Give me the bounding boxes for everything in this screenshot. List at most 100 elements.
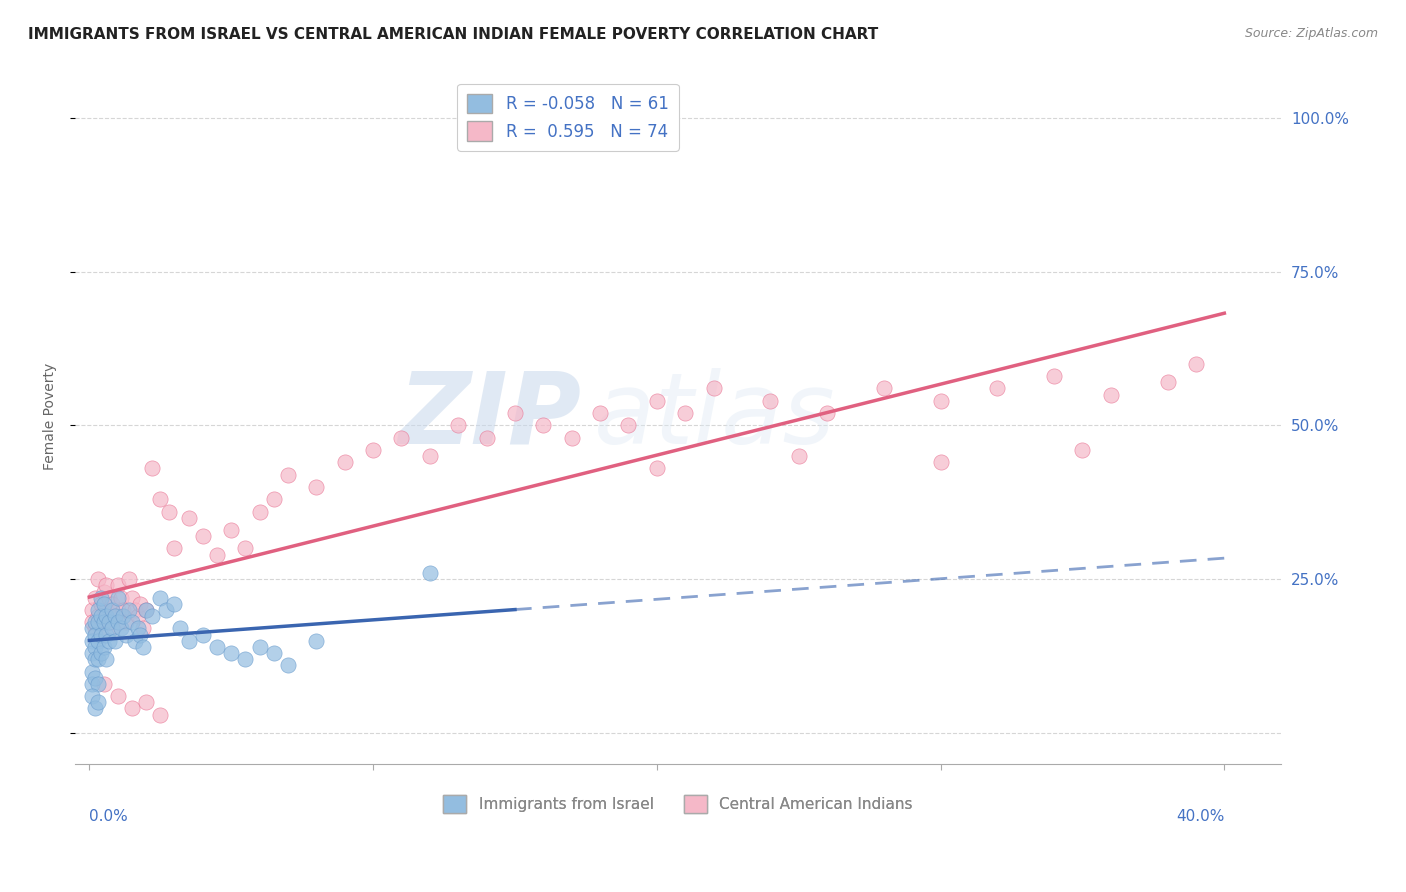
Point bbox=[84, 627, 107, 641]
Point bbox=[333, 455, 356, 469]
Point bbox=[96, 578, 118, 592]
Text: 40.0%: 40.0% bbox=[1175, 809, 1225, 824]
Point bbox=[1099, 387, 1122, 401]
Point bbox=[84, 652, 107, 666]
Point bbox=[87, 609, 110, 624]
Point bbox=[98, 615, 121, 630]
Point bbox=[135, 603, 157, 617]
Point bbox=[191, 627, 214, 641]
Point bbox=[815, 406, 838, 420]
Point bbox=[163, 597, 186, 611]
Point bbox=[127, 609, 149, 624]
Point bbox=[149, 492, 172, 507]
Point bbox=[101, 622, 124, 636]
Point bbox=[87, 677, 110, 691]
Point bbox=[115, 627, 138, 641]
Point bbox=[112, 603, 135, 617]
Point bbox=[82, 633, 104, 648]
Point bbox=[361, 443, 384, 458]
Point bbox=[561, 431, 583, 445]
Point bbox=[90, 597, 112, 611]
Point bbox=[84, 622, 107, 636]
Point bbox=[263, 646, 285, 660]
Point bbox=[96, 652, 118, 666]
Point bbox=[132, 640, 155, 654]
Point bbox=[305, 633, 328, 648]
Point bbox=[84, 701, 107, 715]
Point bbox=[205, 548, 228, 562]
Point bbox=[104, 609, 127, 624]
Point bbox=[759, 393, 782, 408]
Point bbox=[249, 640, 271, 654]
Point bbox=[617, 418, 640, 433]
Point bbox=[82, 689, 104, 703]
Point bbox=[141, 609, 163, 624]
Point bbox=[1156, 376, 1178, 390]
Point bbox=[90, 627, 112, 641]
Point bbox=[157, 504, 180, 518]
Point bbox=[787, 449, 810, 463]
Point bbox=[277, 658, 299, 673]
Point bbox=[82, 603, 104, 617]
Point bbox=[475, 431, 498, 445]
Point bbox=[101, 597, 124, 611]
Point bbox=[107, 591, 129, 605]
Point bbox=[645, 461, 668, 475]
Point bbox=[531, 418, 554, 433]
Point bbox=[124, 603, 146, 617]
Point bbox=[121, 615, 143, 630]
Point bbox=[235, 652, 257, 666]
Point bbox=[107, 603, 129, 617]
Point bbox=[84, 615, 107, 630]
Point bbox=[90, 591, 112, 605]
Point bbox=[155, 603, 177, 617]
Text: 0.0%: 0.0% bbox=[90, 809, 128, 824]
Point bbox=[93, 615, 115, 630]
Point bbox=[419, 566, 441, 580]
Point bbox=[110, 591, 132, 605]
Text: atlas: atlas bbox=[593, 368, 835, 465]
Point bbox=[90, 609, 112, 624]
Point bbox=[101, 622, 124, 636]
Point bbox=[121, 701, 143, 715]
Point bbox=[873, 382, 896, 396]
Point bbox=[703, 382, 725, 396]
Point bbox=[98, 615, 121, 630]
Point bbox=[124, 633, 146, 648]
Point bbox=[84, 671, 107, 685]
Point bbox=[219, 523, 242, 537]
Point bbox=[447, 418, 470, 433]
Point bbox=[90, 627, 112, 641]
Point bbox=[104, 633, 127, 648]
Point bbox=[87, 615, 110, 630]
Point bbox=[93, 584, 115, 599]
Point bbox=[149, 591, 172, 605]
Point bbox=[1185, 357, 1208, 371]
Y-axis label: Female Poverty: Female Poverty bbox=[44, 362, 58, 470]
Point bbox=[84, 591, 107, 605]
Point bbox=[98, 591, 121, 605]
Point bbox=[121, 591, 143, 605]
Point bbox=[391, 431, 413, 445]
Point bbox=[82, 646, 104, 660]
Point bbox=[101, 603, 124, 617]
Point bbox=[929, 393, 952, 408]
Point bbox=[82, 615, 104, 630]
Point bbox=[135, 695, 157, 709]
Point bbox=[82, 677, 104, 691]
Point bbox=[107, 578, 129, 592]
Point bbox=[673, 406, 696, 420]
Point bbox=[235, 541, 257, 556]
Point bbox=[177, 510, 200, 524]
Point bbox=[305, 480, 328, 494]
Point bbox=[107, 689, 129, 703]
Point bbox=[163, 541, 186, 556]
Point bbox=[84, 640, 107, 654]
Point bbox=[87, 603, 110, 617]
Point bbox=[177, 633, 200, 648]
Point bbox=[249, 504, 271, 518]
Point bbox=[96, 603, 118, 617]
Point bbox=[96, 627, 118, 641]
Point bbox=[149, 707, 172, 722]
Point bbox=[96, 609, 118, 624]
